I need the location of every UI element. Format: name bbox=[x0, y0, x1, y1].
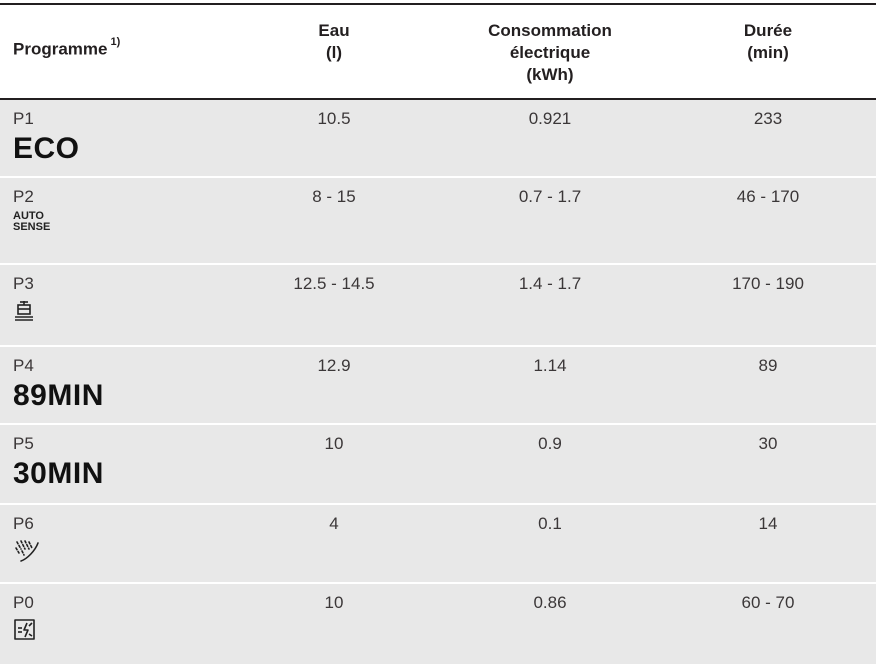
top-rule bbox=[0, 3, 876, 5]
consommation-value: 0.1 bbox=[538, 514, 562, 533]
footnote-marker: 1) bbox=[110, 36, 121, 48]
header-conso-line3: (kWh) bbox=[526, 65, 574, 84]
table-row: P3 12.5 - 14.5 1.4 - 1.7 170 - 190 bbox=[0, 265, 876, 347]
eau-value: 10 bbox=[324, 434, 344, 453]
header-consommation: Consommation électrique (kWh) bbox=[440, 20, 660, 86]
programme-code: P5 bbox=[13, 434, 34, 453]
table-row: P5 30MIN 10 0.9 30 bbox=[0, 425, 876, 505]
programme-code: P2 bbox=[13, 187, 34, 206]
duree-value: 46 - 170 bbox=[736, 187, 800, 206]
eau-value: 4 bbox=[329, 514, 339, 533]
eau-value: 12.5 - 14.5 bbox=[293, 274, 375, 293]
programme-code: P0 bbox=[13, 593, 34, 612]
programme-label: ECO bbox=[13, 132, 80, 165]
programme-code: P6 bbox=[13, 514, 34, 533]
consommation-value: 0.9 bbox=[538, 434, 562, 453]
eau-value: 8 - 15 bbox=[312, 187, 356, 206]
table-row: P2 AUTO SENSE 8 - 15 0.7 - 1.7 46 - 170 bbox=[0, 178, 876, 265]
eau-value: 10 bbox=[324, 593, 344, 612]
duree-value: 89 bbox=[758, 356, 778, 375]
programme-cell: P2 AUTO SENSE bbox=[13, 186, 213, 233]
header-eau-line1: Eau bbox=[318, 21, 350, 40]
eau-value: 10.5 bbox=[317, 109, 351, 128]
duree-value: 30 bbox=[758, 434, 778, 453]
consommation-value: 1.4 - 1.7 bbox=[518, 274, 582, 293]
header-duree-line1: Durée bbox=[743, 21, 793, 40]
duree-value: 233 bbox=[753, 109, 783, 128]
header-eau: Eau (l) bbox=[228, 20, 440, 64]
programme-cell: P4 89MIN bbox=[13, 355, 213, 413]
consommation-value: 0.921 bbox=[528, 109, 572, 128]
programme-code: P1 bbox=[13, 109, 34, 128]
table-row: P0 10 0.86 60 - 70 bbox=[0, 584, 876, 664]
header-programme: Programme 1) bbox=[13, 34, 213, 61]
consommation-value: 0.86 bbox=[533, 593, 567, 612]
programme-code: P3 bbox=[13, 274, 34, 293]
header-programme-label: Programme bbox=[13, 39, 108, 59]
programme-code: P4 bbox=[13, 356, 34, 375]
header-duree-line2: (min) bbox=[747, 43, 789, 62]
duree-value: 14 bbox=[758, 514, 778, 533]
programme-label-line2: SENSE bbox=[13, 221, 51, 233]
consommation-value: 0.7 - 1.7 bbox=[518, 187, 582, 206]
machine-care-icon bbox=[13, 618, 213, 648]
consommation-value: 1.14 bbox=[533, 356, 567, 375]
header-duree: Durée (min) bbox=[660, 20, 876, 64]
table-row: P6 4 0.1 14 bbox=[0, 505, 876, 584]
programme-cell: P1 ECO bbox=[13, 108, 213, 166]
table-header: Programme 1) Eau (l) Consommation électri… bbox=[0, 5, 876, 100]
table-row: P4 89MIN 12.9 1.14 89 bbox=[0, 347, 876, 425]
programme-label: 89MIN bbox=[13, 379, 104, 412]
duree-value: 170 - 190 bbox=[732, 274, 804, 293]
intensive-pots-icon bbox=[13, 299, 213, 329]
programme-cell: P3 bbox=[13, 273, 213, 329]
header-eau-line2: (l) bbox=[325, 43, 343, 62]
programme-cell: P5 30MIN bbox=[13, 433, 213, 491]
programme-cell: P6 bbox=[13, 513, 213, 569]
programme-label-line1: AUTO bbox=[13, 210, 44, 222]
duree-value: 60 - 70 bbox=[741, 593, 795, 612]
eau-value: 12.9 bbox=[317, 356, 351, 375]
header-conso-line1: Consommation bbox=[488, 21, 612, 40]
programme-cell: P0 bbox=[13, 592, 213, 648]
rinse-spray-icon bbox=[13, 539, 213, 569]
header-conso-line2: électrique bbox=[509, 43, 591, 62]
programme-label: 30MIN bbox=[13, 457, 104, 490]
table-row: P1 ECO 10.5 0.921 233 bbox=[0, 100, 876, 178]
